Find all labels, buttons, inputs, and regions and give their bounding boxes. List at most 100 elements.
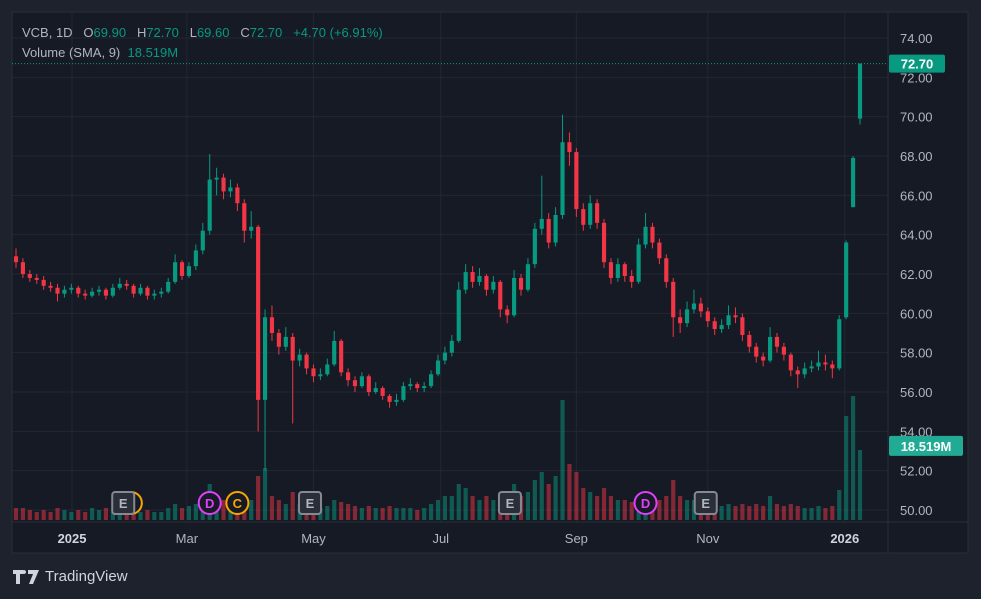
candle-body (269, 317, 275, 333)
volume-bars (13, 396, 863, 520)
high-value: 72.70 (146, 25, 179, 40)
candle-body (726, 315, 731, 326)
volume-sma-label: 18.519M (901, 439, 952, 454)
candle-body (456, 289, 461, 341)
candle-body (138, 287, 143, 294)
volume-bar (823, 508, 828, 520)
volume-bar (615, 500, 620, 520)
candle-body (249, 226, 254, 231)
volume-bar (525, 492, 531, 520)
candle-body (498, 281, 503, 310)
volume-bar (754, 504, 759, 520)
volume-bar (601, 488, 607, 520)
candle-body (754, 346, 759, 357)
candle-body (228, 187, 233, 192)
candle-body (387, 395, 392, 402)
event-marker-c (225, 491, 250, 515)
volume-bar (567, 464, 572, 520)
candle-body (20, 262, 25, 274)
candle-body (691, 303, 697, 310)
volume-bar (470, 496, 475, 520)
candle-body (837, 319, 842, 369)
volume-bar (186, 506, 192, 520)
candle-body (781, 346, 786, 355)
volume-bar (138, 512, 143, 520)
candle-body (352, 380, 358, 387)
volume-bar (546, 484, 551, 520)
volume-bar (837, 490, 842, 520)
volume-bar (657, 500, 662, 520)
candle-body (560, 142, 565, 215)
price-tick-label: 52.00 (900, 464, 933, 479)
time-tick-label: Mar (176, 531, 199, 546)
candle-body (103, 289, 109, 296)
candle-body (622, 264, 627, 276)
candle-body (857, 63, 863, 119)
candle-body (117, 283, 122, 288)
candle-body (712, 321, 717, 330)
volume-bar (179, 508, 185, 520)
tradingview-logo[interactable]: TradingView (13, 568, 128, 585)
candle-body (595, 203, 600, 223)
candle-body (179, 262, 185, 276)
volume-bar (449, 496, 454, 520)
candle-body (166, 281, 171, 292)
price-tick-label: 64.00 (900, 228, 933, 243)
candle-body (76, 287, 81, 294)
candle-body (380, 388, 385, 396)
volume-bar (193, 504, 198, 520)
candle-body (48, 285, 53, 288)
candle-body (761, 356, 766, 361)
volume-bar (34, 512, 39, 520)
event-marker-label: D (205, 496, 214, 511)
volume-bar (532, 480, 537, 520)
candle-body (193, 250, 198, 267)
chart-background (11, 11, 969, 554)
volume-bar (96, 510, 102, 520)
price-tick-label: 58.00 (900, 346, 933, 361)
earnings-marker (497, 491, 522, 515)
volume-bar (684, 500, 690, 520)
candle-body (643, 226, 648, 245)
volume-bar (844, 416, 849, 520)
candle-body (844, 242, 849, 318)
candle-body (159, 291, 164, 294)
candle-body (650, 226, 655, 243)
candle-body (297, 354, 302, 361)
candle-body (505, 309, 510, 316)
candle-body (588, 203, 593, 225)
candle-body (394, 399, 399, 402)
candle-body (34, 277, 39, 280)
volume-bar (401, 508, 406, 520)
candle-body (62, 289, 67, 294)
candle-body (684, 309, 690, 324)
candle-body (422, 386, 427, 389)
volume-bar (477, 500, 482, 520)
volume-bar (387, 506, 392, 520)
candle-body (276, 333, 281, 347)
axes: 74.00 72.00 70.00 68.00 66.00 64.00 62.00 60.00… (58, 31, 933, 546)
volume-bar (491, 500, 496, 520)
candle-body (851, 157, 856, 208)
event-marker-label: E (506, 496, 515, 511)
volume-bar (41, 510, 46, 520)
candle-body (283, 336, 288, 347)
candle-body (96, 289, 102, 292)
candle-body (41, 279, 46, 286)
symbol-interval[interactable]: VCB, 1D (22, 25, 73, 40)
candle-body (830, 364, 835, 369)
volume-bar (851, 396, 856, 520)
volume-bar (55, 508, 60, 520)
volume-bar (629, 502, 634, 520)
candle-body (546, 218, 551, 243)
candle-body (740, 317, 745, 335)
volume-bar (90, 508, 95, 520)
candle-body (809, 366, 814, 369)
time-tick-label: Jul (432, 531, 449, 546)
time-tick-label: Nov (696, 531, 720, 546)
candle-body (567, 142, 572, 153)
volume-bar (802, 508, 807, 520)
candle-body (332, 340, 337, 365)
volume-label[interactable]: Volume (SMA, 9) (22, 45, 121, 60)
